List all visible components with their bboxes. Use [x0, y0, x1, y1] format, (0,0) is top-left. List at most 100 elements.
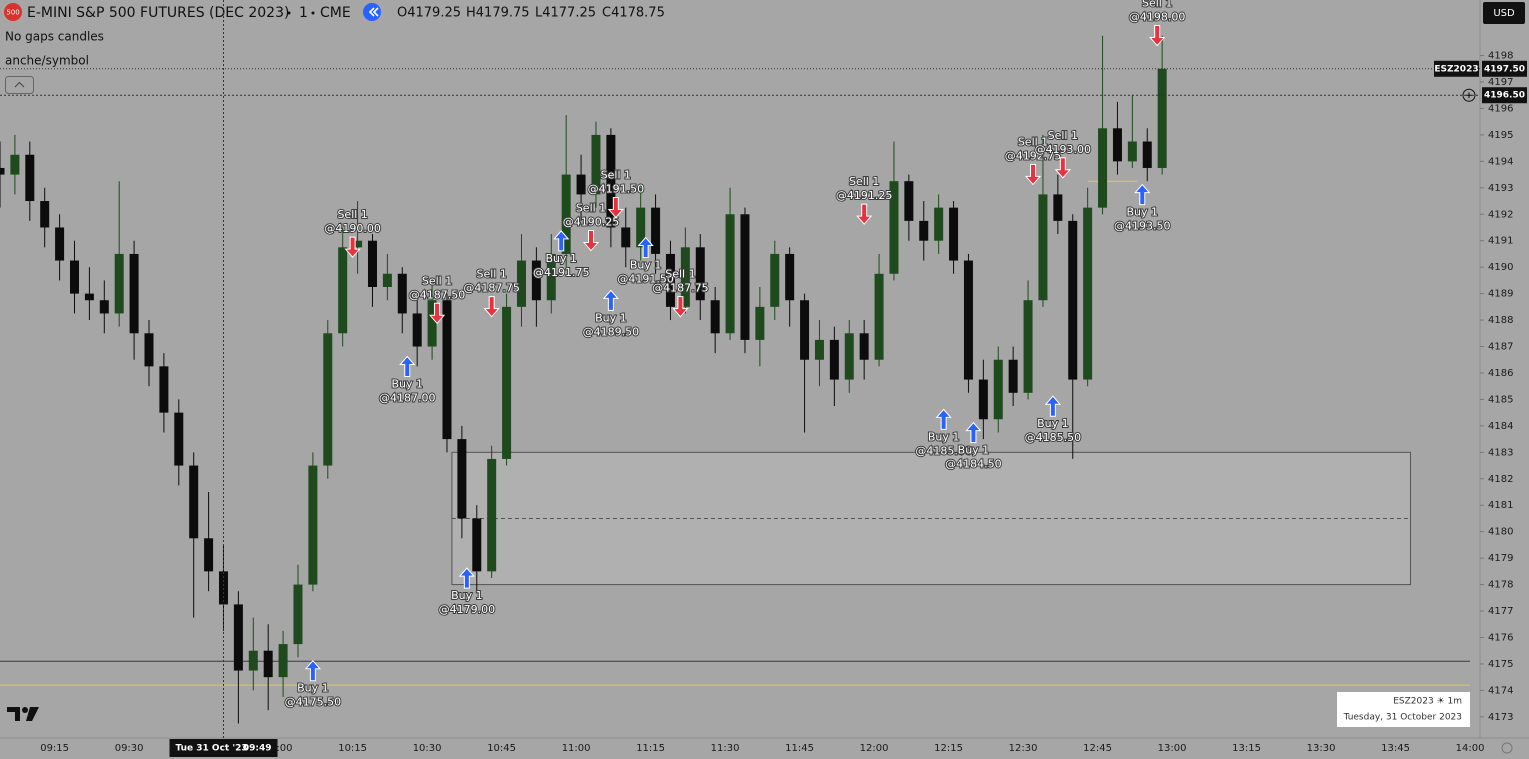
- candle-body: [963, 260, 973, 380]
- ohlc-open: O4179.25: [397, 6, 461, 21]
- x-tick-label: 13:15: [1232, 743, 1261, 754]
- trade-price: @4198.00: [1129, 11, 1186, 24]
- collapse-button[interactable]: [5, 76, 34, 94]
- x-tick-label: 10:30: [413, 743, 442, 754]
- candle-body: [516, 260, 526, 307]
- candle-body: [457, 439, 467, 519]
- trade-price: @4187.00: [379, 392, 436, 405]
- x-tick-label: 09:30: [115, 743, 144, 754]
- add-alert-button[interactable]: [1462, 88, 1476, 102]
- trade-text: Sell 1: [665, 268, 695, 281]
- trade-text: Sell 1: [849, 175, 879, 188]
- y-tick-label: 4177: [1488, 606, 1513, 617]
- y-tick-label: 4188: [1488, 315, 1513, 326]
- y-tick-label: 4187: [1488, 342, 1513, 353]
- trade-price: @4185.00: [915, 444, 972, 457]
- x-tick-label: 14:00: [1456, 743, 1485, 754]
- trade-text: Buy 1: [595, 311, 627, 324]
- trade-text: Sell 1: [1048, 129, 1078, 142]
- candle-body: [829, 339, 839, 380]
- sell-arrow: [856, 203, 873, 225]
- trade-price: @4187.75: [652, 282, 709, 295]
- logo-part: [26, 707, 39, 721]
- replay-icon: [368, 7, 379, 17]
- symbol-info-date: Tuesday, 31 October 2023: [1343, 713, 1462, 723]
- y-tick-label: 4196: [1488, 103, 1513, 114]
- tv-logo: [7, 707, 39, 721]
- candle-body: [1008, 359, 1018, 393]
- candle-body: [695, 247, 705, 301]
- symbol-info-box: [1337, 692, 1470, 727]
- trade-text: Buy 1: [630, 258, 662, 271]
- trade-text: Buy 1: [545, 252, 577, 265]
- trade-price: @4187.75: [463, 282, 520, 295]
- candle-body: [218, 571, 228, 605]
- x-tick-label: 10:45: [487, 743, 516, 754]
- trade-text: Sell 1: [422, 274, 452, 287]
- candle-body: [278, 644, 288, 678]
- y-tick-label: 4192: [1488, 209, 1513, 220]
- symbol-title[interactable]: E-MINI S&P 500 FUTURES (DEC 2023): [27, 5, 289, 21]
- buy-arrow: [553, 230, 570, 252]
- buy-arrow: [304, 659, 321, 682]
- ohlc-high: H4179.75: [466, 6, 530, 21]
- candle-body: [680, 247, 690, 307]
- exchange: CME: [320, 5, 351, 21]
- currency-button[interactable]: [1483, 2, 1525, 24]
- candle-body: [1083, 207, 1093, 380]
- symbol-badge[interactable]: [4, 3, 22, 21]
- indicator-label[interactable]: anche/symbol: [5, 54, 89, 68]
- trade-price: @4190.25: [563, 216, 620, 229]
- buy-arrow: [458, 567, 475, 589]
- symbol-tag: [1434, 60, 1479, 77]
- y-tick-label: 4190: [1488, 262, 1513, 273]
- candle-body: [159, 366, 169, 413]
- x-tick-label: 12:15: [934, 743, 963, 754]
- candle-body: [10, 154, 20, 175]
- candle-body: [725, 214, 735, 334]
- y-tick-label: 4179: [1488, 553, 1513, 564]
- candle-body: [755, 306, 765, 340]
- trade-price: @4184.50: [945, 458, 1002, 471]
- last-price-text: 4197.50: [1484, 64, 1525, 74]
- candle-body: [785, 253, 795, 301]
- y-tick-label: 4186: [1488, 368, 1513, 379]
- trade-price: @4191.50: [588, 182, 645, 195]
- crosshair-price-tag: [1482, 87, 1527, 104]
- candle-body: [1023, 300, 1033, 393]
- trade-text: Buy 1: [297, 682, 329, 695]
- trade-text: Sell 1: [1142, 0, 1172, 10]
- interval[interactable]: 1: [299, 5, 308, 21]
- replay-button[interactable]: [363, 3, 381, 21]
- candle-body: [338, 247, 348, 334]
- x-tick-label: 10:00: [264, 743, 293, 754]
- candle-body: [367, 240, 377, 287]
- candle-body: [546, 253, 556, 301]
- trade-text: Buy 1: [1037, 417, 1069, 430]
- crosshair-price-text: 4196.50: [1484, 91, 1525, 101]
- trade-text: Sell 1: [601, 168, 631, 181]
- x-tick-label: 09:15: [40, 743, 69, 754]
- x-tick-label: 11:00: [562, 743, 591, 754]
- candle-body: [949, 207, 959, 261]
- candle-body: [591, 134, 601, 195]
- y-tick-label: 4185: [1488, 394, 1513, 405]
- candle-body: [412, 313, 422, 347]
- x-tick-label: 12:45: [1083, 743, 1112, 754]
- y-tick-label: 4189: [1488, 289, 1513, 300]
- candle-body: [814, 339, 824, 360]
- candle-body: [382, 273, 392, 287]
- candle-body: [770, 253, 780, 307]
- candle-body: [1098, 128, 1108, 208]
- buy-arrow: [1134, 183, 1151, 206]
- y-tick-label: 4195: [1488, 130, 1513, 141]
- y-tick-label: 4174: [1488, 685, 1513, 696]
- candle-body: [69, 260, 79, 294]
- candle-body: [99, 300, 109, 314]
- candle-body: [0, 167, 5, 175]
- trade-price: @4193.50: [1114, 220, 1171, 233]
- sell-arrow: [1024, 163, 1042, 186]
- settings-icon[interactable]: [1501, 742, 1513, 754]
- indicator-label[interactable]: No gaps candles: [5, 30, 104, 44]
- candle-body: [621, 227, 631, 248]
